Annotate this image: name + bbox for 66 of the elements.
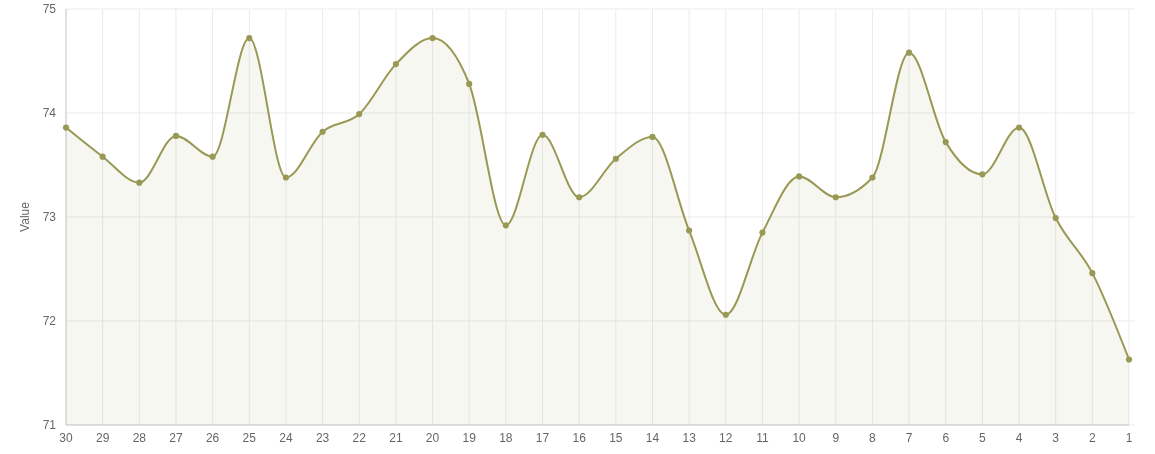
point [832,194,839,201]
point [466,80,473,87]
point [1015,124,1023,131]
point [1125,356,1133,363]
point [686,227,693,234]
point [1089,270,1096,277]
point [356,110,363,118]
x-tick-label: 30 [59,431,73,445]
point [246,35,253,42]
y-tick-label: 73 [42,210,57,225]
point [942,139,949,146]
point [649,133,656,140]
x-tick-label: 4 [1015,431,1023,445]
x-tick-label: 11 [756,431,769,445]
point [282,174,290,181]
x-tick-label: 20 [425,431,440,445]
x-tick-label: 6 [942,431,950,445]
x-tick-label: 7 [905,431,913,445]
x-tick-label: 5 [979,431,987,445]
point [62,124,70,131]
x-tick-label: 14 [645,431,660,445]
point [539,131,546,138]
x-tick-label: 21 [389,431,403,445]
point [392,61,399,68]
x-tick-label: 29 [95,431,110,445]
x-tick-label: 22 [352,431,367,445]
point [722,311,729,318]
point [429,35,436,42]
point [979,171,986,178]
point [1052,214,1059,222]
x-tick-label: 15 [609,431,623,445]
x-tick-label: 13 [682,431,697,445]
x-tick-label: 26 [205,431,220,445]
x-tick-label: 17 [535,431,550,445]
point [576,194,583,201]
point [319,128,326,135]
point [209,153,216,160]
x-tick-label: 3 [1052,431,1060,445]
point [796,173,803,180]
x-tick-label: 9 [832,431,840,445]
point [502,222,509,229]
x-tick-label: 16 [572,431,587,445]
y-axis-title: Value [18,201,32,232]
x-tick-label: 18 [499,431,513,445]
point [869,174,876,181]
x-tick-label: 8 [869,431,877,445]
y-tick-label: 75 [42,2,57,17]
x-tick-label: 28 [132,431,147,445]
x-tick-label: 19 [462,431,477,445]
point [612,155,619,162]
y-tick-label: 71 [42,418,57,433]
x-tick-label: 12 [719,431,733,445]
y-tick-label: 72 [42,314,57,329]
point [759,229,766,236]
point [99,153,106,160]
x-tick-label: 2 [1089,431,1096,445]
x-tick-label: 25 [242,431,257,445]
x-tick-label: 23 [315,431,330,445]
point [136,179,143,186]
y-tick-label: 74 [42,106,57,121]
x-tick-label: 24 [279,431,293,445]
point [905,49,913,56]
point [172,132,180,139]
x-tick-label: 1 [1125,431,1133,445]
x-tick-label: 27 [169,431,183,445]
x-tick-label: 10 [792,431,807,445]
